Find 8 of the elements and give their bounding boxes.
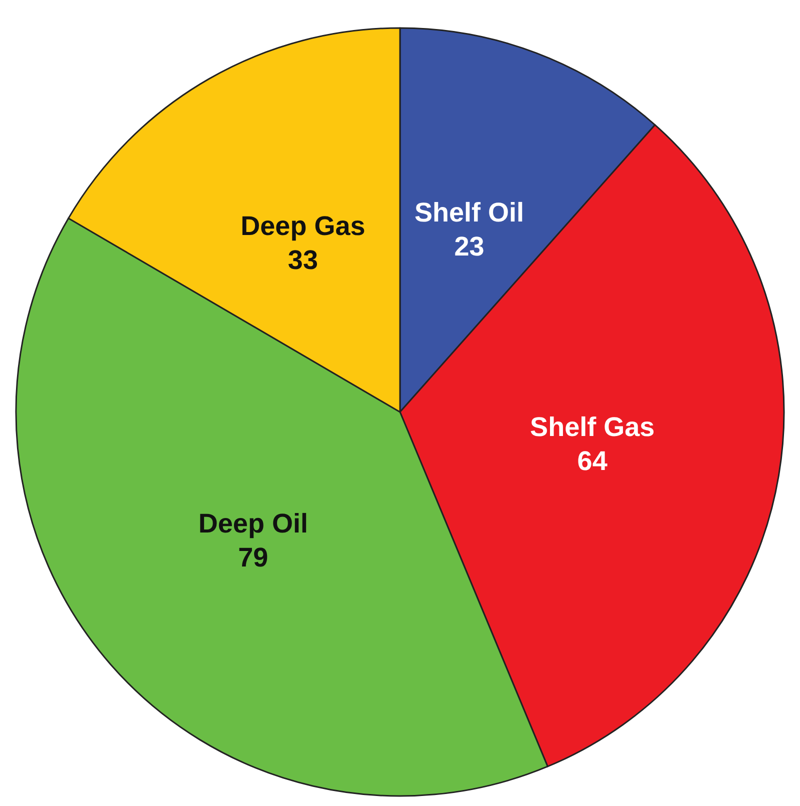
slice-label: Deep Gas xyxy=(240,210,366,241)
data-label: 64 xyxy=(577,446,608,476)
slice-label: Shelf Oil xyxy=(414,198,524,228)
slice-label: Shelf Gas xyxy=(530,412,655,442)
data-label: 23 xyxy=(454,232,484,262)
data-label: 33 xyxy=(288,244,318,275)
data-label: 79 xyxy=(238,542,268,572)
slice-label: Deep Oil xyxy=(198,508,308,538)
